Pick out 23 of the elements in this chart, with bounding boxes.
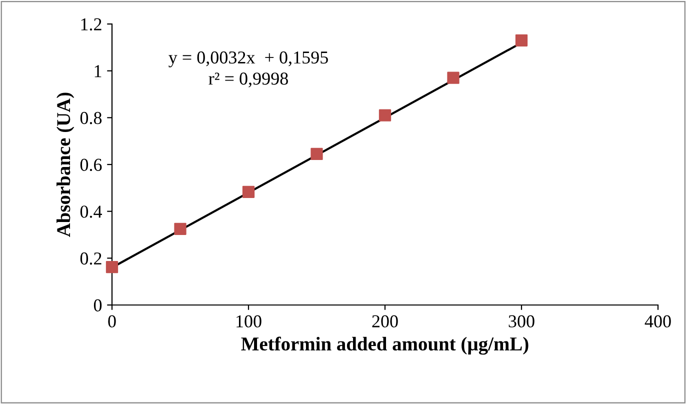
point xyxy=(378,109,392,122)
x-tick-label: 300 xyxy=(508,315,534,328)
point xyxy=(174,222,186,235)
x-tick-label: 100 xyxy=(236,315,262,328)
x-tick-label: 0 xyxy=(108,315,116,328)
x-tick-label: 200 xyxy=(372,315,398,328)
point xyxy=(242,186,255,198)
y-tick-label: 0.8 xyxy=(80,112,102,124)
x-tick-label: 400 xyxy=(644,315,671,328)
y-tick-label: 0.4 xyxy=(80,206,102,218)
annotation: y = 0,0032x + 0,1595 xyxy=(168,51,328,68)
y-axis-title: Absorbance (UA) xyxy=(56,92,74,237)
y-tick-label: 0.6 xyxy=(80,158,102,172)
annotation: r² = 0,9998 xyxy=(208,72,288,88)
point xyxy=(447,72,460,84)
point xyxy=(310,148,323,160)
y-tick-label: 0.2 xyxy=(80,252,102,265)
y-tick-label: 1.2 xyxy=(81,18,102,31)
y-tick-label: 1 xyxy=(94,65,102,78)
y-tick-label: 0 xyxy=(94,299,102,312)
point xyxy=(106,260,118,274)
point xyxy=(515,34,528,46)
x-axis-title: Metformin added amount (µg/mL) xyxy=(241,336,528,355)
